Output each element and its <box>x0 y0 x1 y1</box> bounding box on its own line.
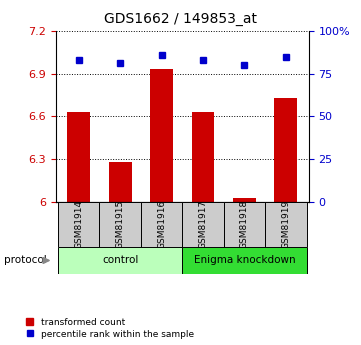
Text: GSM81915: GSM81915 <box>116 200 125 249</box>
Bar <box>182 202 224 247</box>
Bar <box>224 202 265 247</box>
Bar <box>109 162 131 202</box>
Text: GSM81916: GSM81916 <box>157 200 166 249</box>
Bar <box>265 202 306 247</box>
Text: GSM81918: GSM81918 <box>240 200 249 249</box>
Text: GSM81917: GSM81917 <box>199 200 208 249</box>
Text: GSM81914: GSM81914 <box>74 200 83 249</box>
Bar <box>141 202 182 247</box>
Text: control: control <box>102 256 138 265</box>
Bar <box>274 98 297 202</box>
Bar <box>58 202 99 247</box>
Bar <box>150 69 173 202</box>
Bar <box>192 112 214 202</box>
Bar <box>58 247 182 274</box>
Text: GSM81919: GSM81919 <box>281 200 290 249</box>
Bar <box>68 112 90 202</box>
Text: Enigma knockdown: Enigma knockdown <box>193 256 295 265</box>
Bar <box>233 198 256 202</box>
Legend: transformed count, percentile rank within the sample: transformed count, percentile rank withi… <box>26 318 194 339</box>
Bar <box>182 247 306 274</box>
Text: GDS1662 / 149853_at: GDS1662 / 149853_at <box>104 12 257 26</box>
Bar <box>99 202 141 247</box>
Text: protocol: protocol <box>4 256 46 265</box>
